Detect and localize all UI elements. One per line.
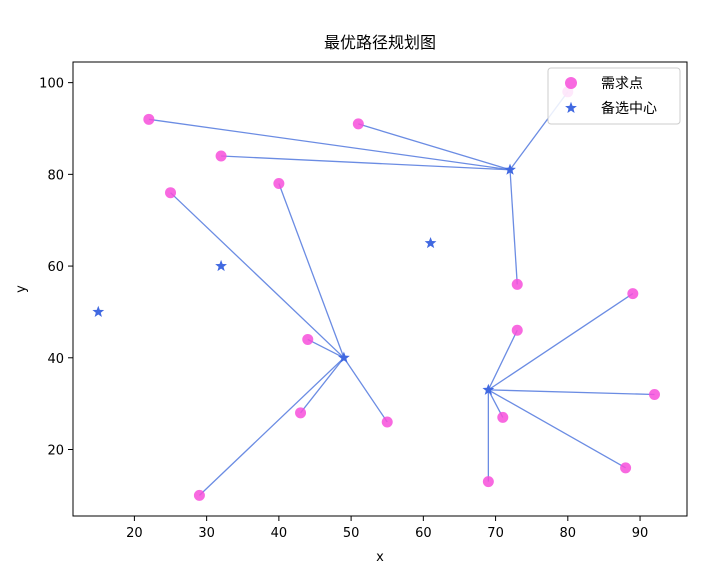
- legend-label-demand: 需求点: [601, 76, 643, 92]
- legend-label-candidate: 备选中心: [601, 100, 657, 117]
- candidate-center: [337, 351, 350, 363]
- demand-point: [352, 118, 364, 130]
- route-line: [358, 123, 511, 171]
- demand-point: [511, 278, 523, 290]
- demand-point: [295, 407, 307, 419]
- route-line: [307, 338, 345, 359]
- y-tick-label: 80: [47, 168, 64, 183]
- x-axis-label: x: [376, 550, 384, 565]
- y-tick-label: 40: [47, 352, 64, 367]
- route-line: [170, 192, 345, 359]
- y-axis-label: y: [14, 285, 29, 293]
- y-tick-label: 60: [47, 260, 64, 275]
- demand-point: [620, 462, 632, 474]
- candidate-center: [482, 383, 495, 395]
- y-axis-ticks: 20 40 60 80 100: [39, 77, 73, 459]
- route-line: [343, 357, 388, 423]
- demand-point: [381, 416, 393, 428]
- route-line: [148, 118, 511, 171]
- demand-point: [165, 187, 177, 199]
- x-tick-label: 50: [343, 526, 360, 541]
- routes-layer: [148, 91, 655, 496]
- route-line: [509, 169, 518, 285]
- candidate-center: [92, 305, 105, 317]
- chart-title: 最优路径规划图: [324, 33, 436, 52]
- demand-point: [627, 288, 639, 300]
- legend-marker-candidate: [565, 101, 577, 114]
- y-tick-label: 100: [39, 77, 64, 92]
- route-line: [221, 155, 511, 171]
- route-line: [300, 357, 345, 414]
- demand-point: [273, 178, 285, 190]
- x-tick-label: 60: [415, 526, 432, 541]
- demand-point: [511, 324, 523, 336]
- x-tick-label: 90: [632, 526, 649, 541]
- plot-frame: [72, 61, 688, 517]
- route-line: [487, 329, 518, 391]
- x-tick-label: 70: [487, 526, 504, 541]
- route-line: [278, 183, 345, 359]
- x-tick-label: 80: [560, 526, 577, 541]
- demand-point: [482, 476, 494, 488]
- candidate-center: [424, 236, 437, 249]
- demand-point: [215, 150, 227, 162]
- demand-point: [497, 411, 509, 423]
- x-tick-label: 20: [126, 526, 143, 541]
- demand-point: [193, 489, 205, 501]
- route-line: [487, 293, 634, 391]
- route-line: [488, 389, 626, 469]
- candidate-center: [215, 259, 227, 272]
- x-tick-label: 30: [198, 526, 215, 541]
- route-line: [198, 357, 345, 496]
- y-tick-label: 20: [47, 444, 64, 459]
- demand-point: [143, 113, 155, 125]
- demand-point: [302, 333, 314, 345]
- demand-point: [648, 388, 660, 400]
- legend: 需求点 备选中心: [547, 67, 681, 125]
- route-line: [488, 389, 655, 396]
- candidate-center: [504, 163, 516, 175]
- legend-marker-demand: [565, 77, 577, 89]
- x-axis-ticks: 20 30 40 50 60 70 80 90: [126, 516, 648, 541]
- x-tick-label: 40: [271, 526, 288, 541]
- legend-box: [547, 67, 681, 125]
